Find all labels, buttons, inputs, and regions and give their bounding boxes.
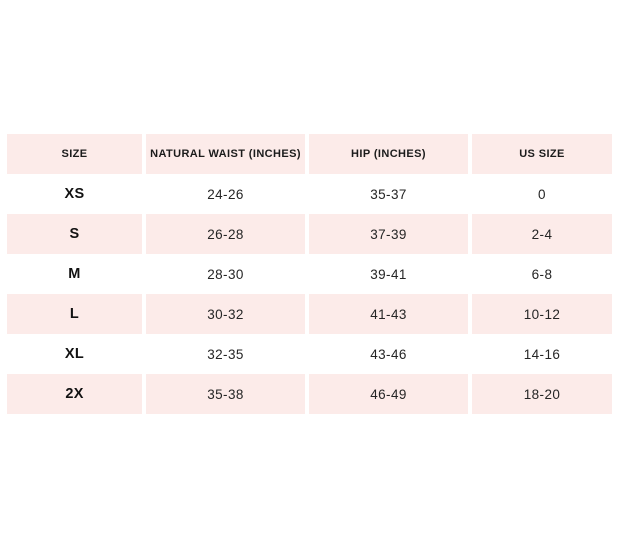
hip-cell: 43-46 <box>370 346 407 362</box>
column-header-us-size: US SIZE <box>472 134 612 174</box>
size-cell: XS <box>64 186 85 202</box>
us-size-cell: 2-4 <box>472 214 612 254</box>
table-header-row: SIZE NATURAL WAIST (INCHES) HIP (INCHES)… <box>7 134 612 174</box>
size-cell: M <box>68 266 81 282</box>
size-chart-table: SIZE NATURAL WAIST (INCHES) HIP (INCHES)… <box>7 134 612 414</box>
waist-cell: 28-30 <box>207 266 244 282</box>
us-size-cell: 10-12 <box>472 294 612 334</box>
hip-cell: 37-39 <box>309 214 468 254</box>
table-row-xs: XS 24-26 35-37 0 <box>7 174 612 214</box>
us-size-cell: 6-8 <box>531 266 553 282</box>
table-row-xl: XL 32-35 43-46 14-16 <box>7 334 612 374</box>
hip-cell: 39-41 <box>370 266 407 282</box>
size-cell: XL <box>64 346 85 362</box>
table-row-l: L 30-32 41-43 10-12 <box>7 294 612 334</box>
column-header-natural-waist: NATURAL WAIST (INCHES) <box>146 134 305 174</box>
waist-cell: 32-35 <box>207 346 244 362</box>
us-size-cell: 14-16 <box>523 346 561 362</box>
size-cell: 2X <box>7 374 142 414</box>
size-cell: L <box>7 294 142 334</box>
column-header-size: SIZE <box>7 134 142 174</box>
table-row-m: M 28-30 39-41 6-8 <box>7 254 612 294</box>
size-cell: S <box>7 214 142 254</box>
waist-cell: 24-26 <box>207 186 244 202</box>
table-row-2x: 2X 35-38 46-49 18-20 <box>7 374 612 414</box>
column-header-hip: HIP (INCHES) <box>309 134 468 174</box>
hip-cell: 35-37 <box>370 186 407 202</box>
waist-cell: 35-38 <box>146 374 305 414</box>
waist-cell: 30-32 <box>146 294 305 334</box>
us-size-cell: 0 <box>538 186 546 202</box>
waist-cell: 26-28 <box>146 214 305 254</box>
us-size-cell: 18-20 <box>472 374 612 414</box>
hip-cell: 41-43 <box>309 294 468 334</box>
table-row-s: S 26-28 37-39 2-4 <box>7 214 612 254</box>
hip-cell: 46-49 <box>309 374 468 414</box>
